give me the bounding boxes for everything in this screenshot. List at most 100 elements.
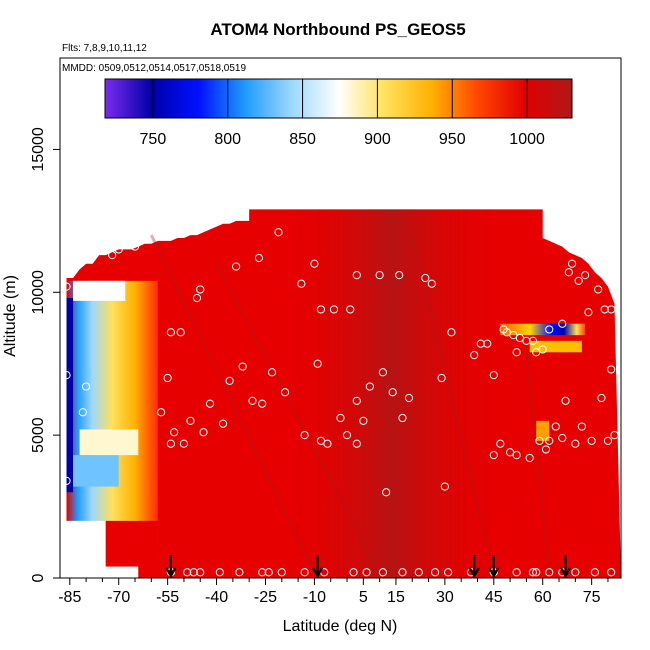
observation-point [248, 396, 257, 405]
y-tick-label: 15000 [30, 127, 47, 172]
observation-point [183, 568, 192, 577]
x-tick-label: -85 [58, 589, 81, 606]
flight-observation-points [62, 228, 619, 577]
observation-point [218, 419, 228, 428]
observation-point [310, 259, 319, 268]
colorbar-tick-label: 1000 [509, 131, 545, 148]
observation-point [512, 348, 521, 357]
observation-point [163, 373, 172, 383]
observation-point [610, 431, 619, 440]
observation-point [587, 436, 596, 445]
curtain-shade-line [215, 263, 381, 573]
observation-point [532, 568, 541, 577]
colorbar-gradient [104, 78, 573, 119]
observation-point [225, 376, 234, 385]
south-low-pressure-column [66, 280, 158, 544]
y-axis-label: Altitude (m) [2, 275, 19, 357]
observation-point [421, 273, 430, 283]
observation-point [323, 439, 332, 448]
x-tick-label: 60 [534, 589, 552, 606]
observation-point [574, 276, 583, 285]
dates-subtitle: MMDD: 0509,0512,0514,0517,0518,0519 [62, 63, 246, 74]
observation-point [567, 259, 577, 268]
observation-point [600, 305, 609, 314]
observation-point [561, 396, 570, 405]
observation-point [541, 445, 551, 454]
curtain-shade-line [524, 349, 551, 573]
observation-point [375, 271, 384, 280]
observation-point [258, 399, 267, 408]
chart-title: ATOM4 Northbound PS_GEOS5 [210, 20, 465, 39]
observation-point [359, 416, 368, 425]
observation-point [196, 285, 205, 294]
observation-point [300, 431, 309, 440]
x-tick-label: 75 [583, 589, 601, 606]
observation-point [264, 568, 273, 577]
observation-point [545, 436, 554, 445]
observation-point [538, 345, 547, 354]
observation-point [267, 368, 277, 377]
north-yellow-band [529, 340, 582, 353]
observation-point [564, 268, 573, 277]
colorbar-tick-label: 850 [289, 131, 316, 148]
y-tick-label: 5000 [30, 417, 47, 453]
observation-point [78, 408, 87, 417]
observation-point [189, 568, 198, 577]
colorbar-tick-label: 950 [439, 131, 466, 148]
observation-point [313, 359, 322, 368]
y-tick-label: 0 [30, 573, 47, 582]
observation-point [192, 293, 202, 303]
observation-point [414, 568, 423, 577]
observation-point [571, 568, 580, 577]
curtain-dark-core [281, 209, 504, 578]
observation-point [277, 568, 286, 577]
observation-point [528, 336, 538, 345]
observation-point [489, 451, 498, 460]
observation-point [545, 325, 554, 334]
observation-point [528, 568, 538, 577]
observation-point [476, 339, 485, 348]
profile-arrow-head [560, 567, 572, 579]
observation-point [186, 416, 195, 425]
observation-point [496, 439, 505, 448]
observation-point [205, 399, 215, 408]
observation-point [512, 568, 521, 577]
observation-point [316, 305, 326, 314]
observation-point [581, 271, 590, 280]
x-tick-label: 45 [485, 589, 503, 606]
observation-point [352, 271, 361, 280]
plot-frame [59, 57, 622, 579]
south-lower-red-block [105, 520, 158, 567]
observation-point [280, 388, 290, 397]
observation-point [238, 362, 247, 371]
observation-point [440, 482, 449, 491]
south-mid-pale-band [79, 429, 139, 456]
profile-arrow-markers [165, 555, 572, 579]
observation-point [365, 382, 374, 391]
observation-point [378, 368, 388, 377]
observation-point [437, 373, 446, 383]
profile-arrow-head [468, 567, 480, 579]
observation-point [196, 568, 205, 577]
x-tick-label: 5 [359, 589, 368, 606]
observation-point [398, 568, 407, 577]
observation-point [577, 422, 586, 431]
observation-point [558, 433, 567, 443]
observation-point [232, 262, 241, 271]
observation-point [199, 428, 208, 437]
x-tick-label: -10 [303, 589, 326, 606]
observation-point [336, 413, 345, 423]
south-deep-blue-strip [66, 298, 74, 493]
observation-point [378, 568, 388, 577]
observation-point [535, 436, 544, 445]
profile-arrow-head [165, 567, 177, 579]
x-tick-label: -55 [156, 589, 179, 606]
observation-point [157, 408, 166, 417]
observation-point [81, 382, 91, 391]
observation-point [114, 245, 123, 254]
observation-point [170, 428, 179, 437]
x-axis-label: Latitude (deg N) [283, 618, 398, 635]
x-tick-label: 15 [387, 589, 405, 606]
south-upper-pale-band [73, 280, 126, 301]
